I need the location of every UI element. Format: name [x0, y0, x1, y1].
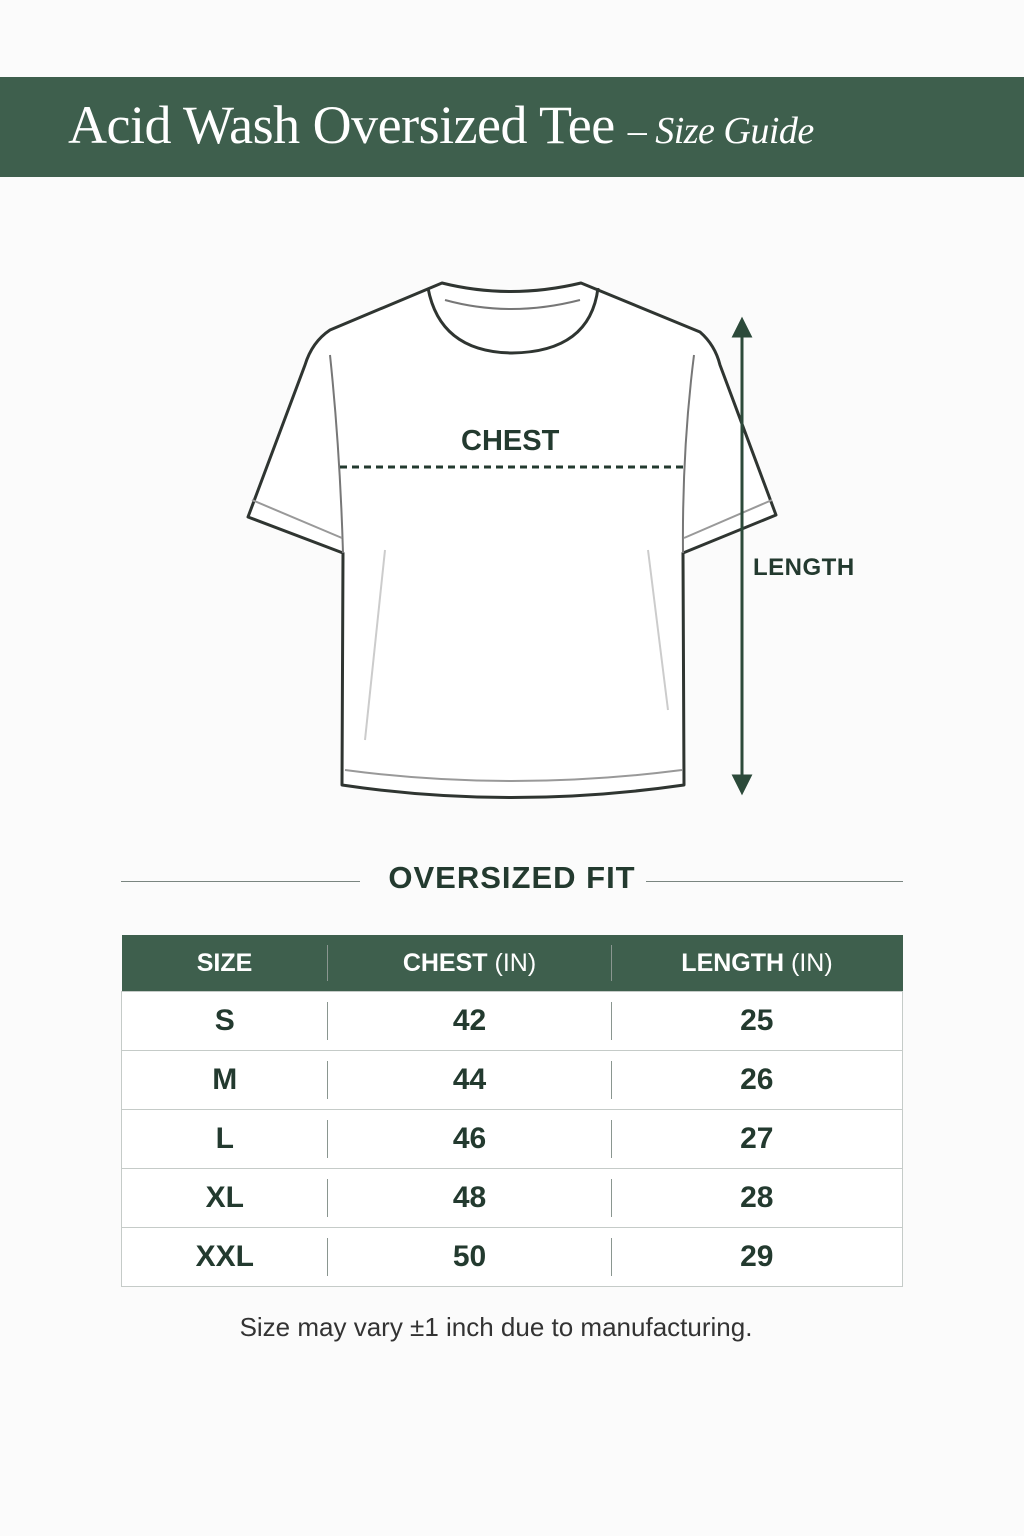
table-row: S 42 25: [121, 991, 903, 1051]
chest-cell: 44: [327, 1050, 612, 1110]
size-cell: M: [121, 1050, 328, 1110]
col-unit: (IN): [791, 948, 833, 977]
divider-right: [646, 881, 903, 882]
page-title: Acid Wash Oversized Tee – Size Guide: [68, 94, 814, 156]
tshirt-diagram: [246, 281, 778, 799]
title-banner: [0, 77, 1024, 177]
size-table: SIZE CHEST (IN) LENGTH (IN) S 42 25 M 44 26 L 4…: [121, 935, 903, 1287]
chest-cell: 50: [327, 1227, 612, 1287]
length-cell: 28: [611, 1168, 903, 1228]
chest-cell: 42: [327, 991, 612, 1051]
chest-label: CHEST: [461, 425, 560, 457]
divider-left: [121, 881, 360, 882]
product-name: Acid Wash Oversized Tee: [68, 95, 615, 155]
size-note: Size may vary ±1 inch due to manufacturi…: [239, 1312, 753, 1342]
size-cell: XL: [121, 1168, 328, 1228]
col-unit: (IN): [494, 948, 537, 977]
length-cell: 29: [611, 1227, 903, 1287]
length-cell: 25: [611, 991, 903, 1051]
table-row: L 46 27: [121, 1109, 903, 1169]
table-row: XXL 50 29: [121, 1227, 903, 1287]
size-cell: L: [121, 1109, 328, 1169]
table-row: M 44 26: [121, 1050, 903, 1110]
col-chest: CHEST (IN): [327, 935, 612, 992]
length-cell: 27: [611, 1109, 903, 1169]
length-arrow: [731, 316, 753, 796]
length-cell: 26: [611, 1050, 903, 1110]
col-length: LENGTH (IN): [611, 935, 903, 992]
col-label: LENGTH: [681, 948, 785, 977]
chest-cell: 48: [327, 1168, 612, 1228]
col-size: SIZE: [121, 935, 328, 992]
col-label: CHEST: [402, 948, 488, 977]
size-cell: S: [121, 991, 328, 1051]
chest-cell: 46: [327, 1109, 612, 1169]
col-label: SIZE: [196, 948, 253, 977]
length-label: LENGTH: [753, 554, 855, 581]
collar: [426, 287, 600, 355]
size-cell: XXL: [121, 1227, 328, 1287]
guide-subtitle: – Size Guide: [627, 110, 815, 152]
table-row: XL 48 28: [121, 1168, 903, 1228]
tshirt-outline: [246, 281, 778, 799]
section-title: OVERSIZED FIT: [388, 860, 636, 895]
table-header: SIZE CHEST (IN) LENGTH (IN): [121, 935, 903, 992]
